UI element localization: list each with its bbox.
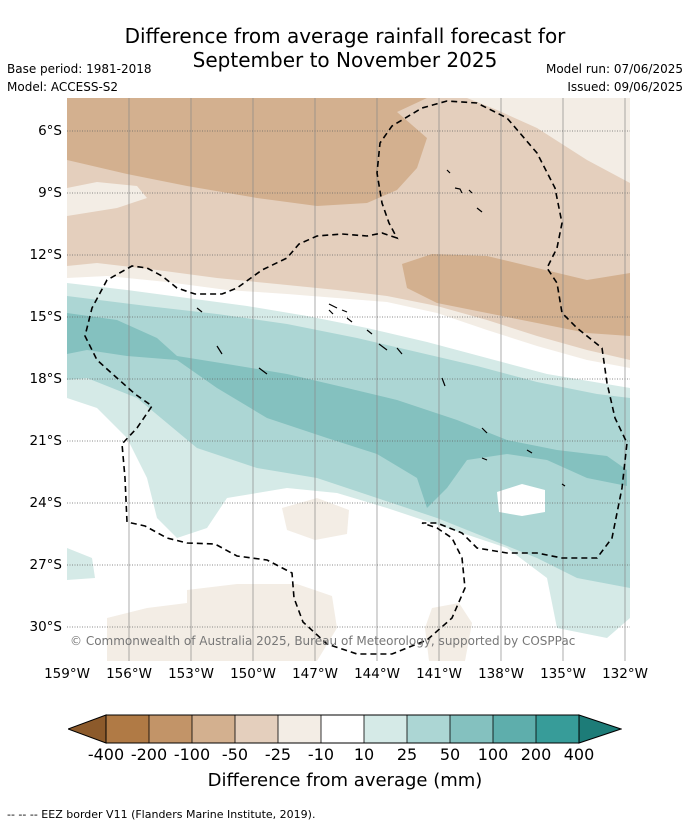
lat-label-21s: 21°S (29, 433, 63, 449)
meta-left: Base period: 1981-2018 Model: ACCESS-S2 (7, 60, 152, 96)
island (454, 187, 463, 194)
lat-label-18s: 18°S (29, 371, 63, 387)
colorbar-segment (364, 715, 407, 743)
map-title: Difference from average rainfall forecas… (0, 24, 690, 72)
lon-label-132w: 132°W (602, 666, 648, 682)
island (258, 367, 268, 375)
colorbar-label: 50 (439, 745, 461, 764)
lat-label-30s: 30°S (29, 619, 63, 635)
meta-right: Model run: 07/06/2025 Issued: 09/06/2025 (546, 60, 683, 96)
colorbar-segment (536, 715, 579, 743)
island (378, 343, 388, 351)
colorbar-segment (450, 715, 493, 743)
dry-patch-south-2 (107, 584, 337, 661)
island (396, 347, 403, 355)
lat-label-24s: 24°S (29, 495, 63, 511)
colorbar-dividers (148, 715, 537, 743)
colorbar-title: Difference from average (mm) (207, 770, 483, 791)
colorbar-extend-low (68, 714, 107, 744)
island (468, 189, 473, 194)
island (561, 483, 566, 487)
colorbar-label: -200 (130, 745, 168, 764)
colorbar-frame (105, 714, 580, 744)
colorbar-label: 100 (477, 745, 509, 764)
lat-label-27s: 27°S (29, 557, 63, 573)
island (328, 303, 338, 309)
island (526, 449, 533, 454)
lon-label-156w: 156°W (106, 666, 152, 682)
island (216, 345, 223, 355)
colorbar-segment (149, 715, 192, 743)
lon-label-144w: 144°W (354, 666, 400, 682)
dry-zone-strong-east (402, 254, 630, 336)
colorbar-segment (192, 715, 235, 743)
lat-label-9s: 9°S (38, 185, 62, 201)
colorbar-label: 200 (520, 745, 552, 764)
island (476, 207, 483, 213)
colorbar-label: 10 (353, 745, 375, 764)
colorbar-segment (321, 715, 364, 743)
wet-patch-white (497, 484, 545, 516)
colorbar-label: 25 (396, 745, 418, 764)
title-line-2: September to November 2025 (192, 48, 498, 72)
lon-label-153w: 153°W (168, 666, 214, 682)
lat-label-6s: 6°S (38, 123, 62, 139)
lon-label-138w: 138°W (478, 666, 524, 682)
dry-patch-south-3 (425, 603, 472, 661)
issued-label: Issued: 09/06/2025 (567, 80, 683, 94)
model-label: Model: ACCESS-S2 (7, 80, 119, 94)
colorbar-label: -10 (307, 745, 335, 764)
model-run-label: Model run: 07/06/2025 (545, 62, 683, 76)
colorbar-segment (106, 715, 149, 743)
colorbar-label: -100 (173, 745, 211, 764)
lat-label-12s: 12°S (29, 247, 63, 263)
colorbar-segment (407, 715, 450, 743)
dry-zone-strong-north (67, 98, 427, 206)
island (366, 329, 373, 335)
island (481, 427, 488, 434)
colorbar-label: -25 (264, 745, 292, 764)
island (446, 169, 451, 174)
longitude-gridlines (128, 98, 626, 661)
colorbar-label: -50 (221, 745, 249, 764)
lon-label-159w: 159°W (44, 666, 90, 682)
lon-label-147w: 147°W (292, 666, 338, 682)
colorbar (68, 714, 622, 744)
copyright-notice: © Commonwealth of Australia 2025, Bureau… (70, 634, 576, 648)
colorbar-extend-high (578, 714, 622, 744)
colorbar-label: 400 (563, 745, 595, 764)
lon-label-141w: 141°W (416, 666, 462, 682)
eez-border (84, 100, 628, 655)
island (346, 317, 353, 323)
rainfall-map (67, 98, 630, 661)
lon-label-150w: 150°W (230, 666, 276, 682)
colorbar-segment (278, 715, 321, 743)
lat-label-15s: 15°S (29, 309, 63, 325)
island (328, 309, 334, 315)
base-period-label: Base period: 1981-2018 (7, 62, 152, 76)
lon-label-135w: 135°W (540, 666, 586, 682)
wet-patch-west (67, 548, 95, 580)
island (341, 309, 348, 313)
island (481, 457, 488, 461)
title-line-1: Difference from average rainfall forecas… (124, 24, 566, 48)
colorbar-label: -400 (87, 745, 125, 764)
island (441, 377, 446, 387)
dry-patch-south-1 (282, 498, 349, 540)
eez-legend-footer: -- -- -- EEZ border V11 (Flanders Marine… (7, 808, 316, 821)
wet-zone-strong (67, 313, 627, 508)
island-outlines (196, 169, 566, 487)
island (196, 307, 203, 313)
colorbar-segment (235, 715, 278, 743)
colorbar-segment (493, 715, 536, 743)
